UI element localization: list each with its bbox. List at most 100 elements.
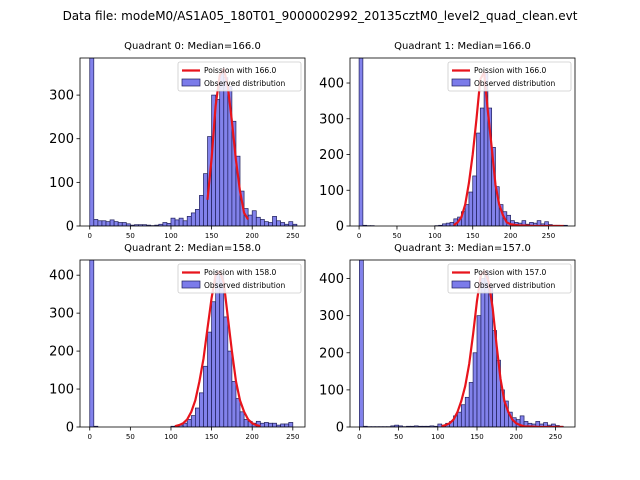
y-tick-label: 100 — [319, 184, 344, 199]
histogram-bar — [231, 381, 237, 427]
histogram-bar — [276, 220, 281, 226]
histogram-bar — [207, 331, 212, 427]
x-tick-label: 50 — [393, 232, 402, 240]
histogram-bar — [243, 419, 249, 427]
histogram-bar — [449, 222, 455, 226]
histogram-bar — [484, 270, 490, 427]
quadrant-2-panel: Quadrant 2: Median=158.0 0 100 200 300 400 0 50… — [49, 243, 306, 441]
quadrant-3-panel: Quadrant 3: Median=157.0 0 100 200 300 400 0 50… — [319, 243, 576, 441]
x-tick-label: 50 — [126, 232, 135, 240]
histogram-bar — [194, 209, 200, 226]
y-tick-label: 200 — [319, 148, 344, 163]
legend-box — [447, 263, 572, 294]
panel-title: Quadrant 2: Median=158.0 — [124, 243, 261, 254]
legend-observed-label: Observed distribution — [204, 79, 285, 88]
y-tick-label: 100 — [49, 176, 74, 191]
x-tick-label: 150 — [466, 232, 479, 240]
legend-fit-label: Poission with 166.0 — [474, 66, 547, 75]
x-tick-label: 200 — [504, 232, 517, 240]
x-tick-label: 100 — [431, 433, 444, 441]
x-tick-label: 0 — [357, 433, 361, 441]
legend-bar-swatch — [181, 280, 201, 289]
histogram-bar — [445, 222, 451, 226]
legend-fit-label: Poission with 166.0 — [204, 66, 277, 75]
legend-bar-swatch — [181, 78, 201, 87]
histogram-bar — [359, 260, 364, 427]
histogram-bar — [194, 407, 200, 427]
poisson-fit-line — [441, 270, 564, 427]
y-tick-label: 200 — [49, 345, 74, 360]
panel-title: Quadrant 1: Median=166.0 — [394, 41, 531, 52]
histogram-bar — [239, 411, 245, 427]
histogram-bar — [174, 219, 180, 226]
y-tick-label: 0 — [336, 421, 344, 436]
histogram-bar — [479, 107, 485, 226]
histogram-bar — [259, 422, 265, 427]
poisson-fit-line — [453, 71, 564, 226]
histogram-bar — [247, 214, 253, 226]
x-tick-label: 0 — [88, 433, 92, 441]
histogram-bar — [117, 222, 123, 226]
histogram-bar — [468, 191, 474, 226]
x-tick-label: 250 — [542, 232, 555, 240]
legend: Poission with 166.0 Observed distribution — [177, 61, 302, 92]
histogram-bar — [264, 422, 269, 427]
histogram-bar — [457, 411, 462, 427]
x-tick-label: 0 — [357, 232, 361, 240]
x-tick-label: 150 — [205, 433, 218, 441]
y-tick-label: 100 — [319, 383, 344, 398]
x-tick-label: 100 — [164, 433, 177, 441]
histogram-bar — [472, 175, 477, 226]
histogram-bar — [109, 219, 115, 226]
legend-observed-label: Observed distribution — [204, 281, 285, 290]
legend-observed-label: Observed distribution — [474, 281, 555, 290]
legend-box — [447, 61, 572, 92]
x-tick-label: 250 — [549, 433, 562, 441]
histogram-bar — [251, 210, 257, 226]
histogram-bar — [288, 221, 294, 226]
histogram-bar — [105, 221, 111, 226]
histogram-bar — [203, 365, 208, 427]
histogram-bar — [468, 382, 474, 427]
histogram-bar — [97, 220, 103, 226]
quadrant-1-panel: Quadrant 1: Median=166.0 0 100 200 300 400 0 50… — [319, 41, 576, 240]
y-tick-label: 300 — [49, 307, 74, 322]
histogram-bar — [288, 422, 294, 427]
histogram-bar — [280, 423, 286, 427]
x-tick-label: 250 — [286, 433, 299, 441]
legend-box — [177, 61, 302, 92]
histogram-bar — [268, 222, 273, 226]
histogram-bar — [437, 423, 443, 427]
histogram-bar — [480, 278, 486, 427]
histogram-bar — [162, 222, 168, 226]
histogram-bar — [460, 404, 466, 427]
histogram-bar — [93, 219, 99, 226]
histogram-bar — [190, 415, 196, 427]
histogram-bar — [199, 392, 204, 427]
histogram-bar — [472, 352, 478, 427]
quadrant-0-panel: Quadrant 0: Median=166.0 0 100 200 300 0 50 100… — [49, 41, 306, 240]
histogram-bar — [268, 422, 273, 427]
histogram-bar — [284, 423, 290, 427]
legend: Poission with 157.0 Observed distribution — [447, 263, 572, 294]
histogram-bar — [219, 274, 225, 427]
histogram-bar — [476, 132, 481, 226]
histogram-bar — [264, 221, 269, 226]
histogram-bar — [272, 216, 277, 226]
histogram-bar — [121, 222, 127, 226]
axes-frame — [349, 259, 576, 428]
x-tick-label: 100 — [428, 232, 441, 240]
histogram-bar — [259, 219, 265, 226]
histogram-bar — [358, 58, 364, 226]
histogram-bar — [215, 271, 221, 427]
y-tick-label: 300 — [319, 112, 344, 127]
histogram-bar — [89, 260, 95, 427]
panel-title: Quadrant 0: Median=166.0 — [124, 41, 261, 52]
y-tick-label: 200 — [319, 346, 344, 361]
histogram-bar — [280, 222, 286, 226]
legend: Poission with 158.0 Observed distribution — [177, 263, 302, 294]
x-tick-label: 250 — [286, 232, 299, 240]
y-tick-label: 200 — [49, 132, 74, 147]
histogram-bar — [211, 301, 216, 427]
